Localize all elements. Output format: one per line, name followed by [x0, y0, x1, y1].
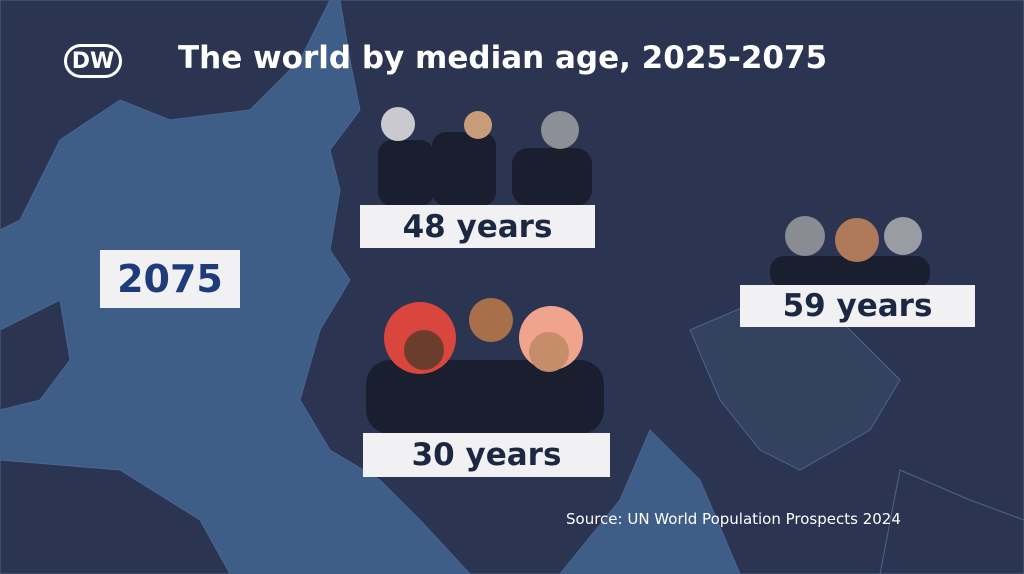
age-label: 30 years — [363, 433, 610, 477]
figure — [835, 218, 879, 262]
figure — [541, 111, 579, 149]
figure — [529, 332, 569, 372]
figure — [884, 217, 922, 255]
figure — [770, 256, 930, 288]
landmass — [879, 469, 1024, 574]
figure — [469, 298, 513, 342]
landmass — [0, 0, 331, 231]
landmass — [0, 459, 231, 574]
year-label: 2075 — [100, 250, 240, 308]
people-africa — [366, 298, 604, 434]
logo: DW — [64, 44, 122, 78]
figure — [464, 111, 492, 139]
figure — [404, 330, 444, 370]
figure — [785, 216, 825, 256]
source: Source: UN World Population Prospects 20… — [566, 510, 901, 528]
title: The world by median age, 2025-2075 — [178, 40, 828, 76]
age-label: 59 years — [740, 285, 975, 327]
landmass — [0, 299, 71, 411]
figure — [378, 140, 434, 206]
people-asia — [770, 216, 930, 288]
figure — [432, 132, 496, 206]
figure — [366, 360, 604, 434]
figure — [381, 107, 415, 141]
figure — [512, 148, 592, 206]
age-label: 48 years — [360, 205, 595, 248]
people-europe — [378, 107, 592, 206]
